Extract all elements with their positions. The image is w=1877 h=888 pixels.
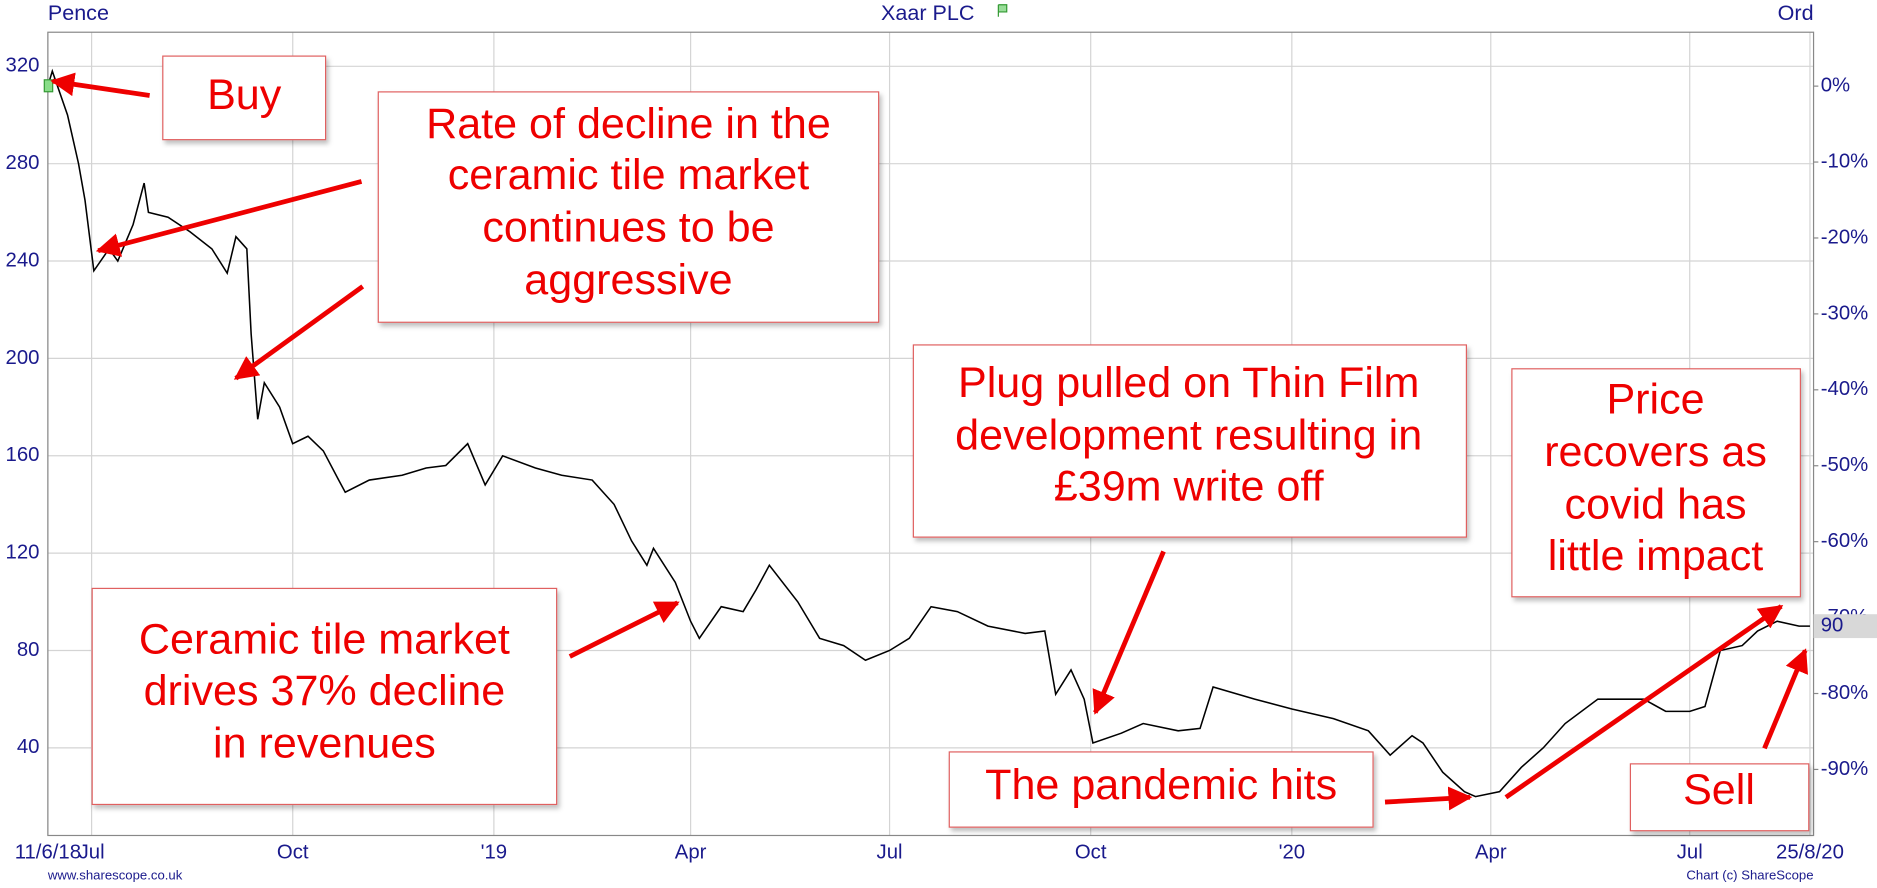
credit: Chart (c) ShareScope [1686,868,1813,883]
plot-frame [47,31,1815,837]
annotation-arrow [95,179,363,257]
chart-title: Xaar PLC [881,1,974,25]
annotation-arrow [1092,550,1166,715]
y-tick-label: 200 [6,347,40,369]
annotation-box [162,55,327,141]
x-tick-label: 11/6/18 [15,842,81,864]
annotation-text: Plug pulled on Thin Film [958,359,1419,407]
x-tick-label: 25/8/20 [1776,842,1844,864]
y2-tick-label: -10% [1821,150,1868,172]
y2-tick-label: -20% [1821,226,1868,248]
annotation-arrow [50,72,150,98]
y2-tick-label: -80% [1821,682,1868,704]
annotation-box [377,91,880,323]
y-tick-label: 160 [6,444,40,466]
source: www.sharescope.co.uk [47,868,183,883]
annotation-text: drives 37% decline [144,667,506,715]
annotation-box [1629,763,1810,832]
annotation-arrow [1762,648,1808,750]
x-tick-label: Apr [1475,842,1507,864]
y2-tick-label: -40% [1821,378,1868,400]
x-tick-label: Jul [79,842,105,864]
x-tick-label: Jul [877,842,903,864]
annotation-text: Rate of decline in the [426,100,831,148]
y2-tick-label: -30% [1821,302,1868,324]
annotation-text: recovers as [1544,428,1767,476]
annotation-box [948,751,1374,828]
annotation-text: Price [1606,376,1704,424]
annotation-text: aggressive [524,256,732,304]
annotation-text: Buy [207,71,282,119]
annotation-box [1511,368,1801,598]
y2-axis-label: Ord [1778,1,1814,25]
annotation-text: development resulting in [955,411,1422,459]
annotation-text: Sell [1683,766,1755,814]
y-tick-label: 320 [6,55,40,77]
y-tick-label: 120 [6,542,40,564]
y-tick-label: 80 [17,639,40,661]
y2-tick-label: -60% [1821,530,1868,552]
start-marker [43,79,54,93]
y-tick-label: 40 [17,736,40,758]
annotation-arrow [568,600,680,659]
y-axis-label: Pence [48,1,109,25]
x-tick-label: Apr [675,842,707,864]
annotation-text: The pandemic hits [985,761,1337,809]
y-tick-label: 240 [6,249,40,271]
annotation-text: covid has [1565,481,1747,529]
annotation-text: continues to be [482,204,774,252]
annotation-text: little impact [1548,532,1764,580]
x-tick-label: Jul [1677,842,1703,864]
annotation-text: Ceramic tile market [139,616,510,664]
y2-tick-label: 0% [1821,75,1850,97]
annotation-text: £39m write off [1054,463,1325,511]
last-price-tag [1813,614,1877,639]
y2-tick-label: -50% [1821,454,1868,476]
annotation-text: ceramic tile market [448,151,810,199]
y-tick-label: 280 [6,152,40,174]
annotation-box [912,344,1468,538]
x-tick-label: '19 [481,842,508,864]
annotation-box [91,587,558,806]
y2-tick-label: -90% [1821,758,1868,780]
annotation-text: in revenues [213,719,436,767]
annotation-arrow [1384,786,1473,811]
x-tick-label: Oct [277,842,309,864]
last-price-label: 90 [1821,615,1844,637]
annotation-arrow [1504,604,1784,800]
x-tick-label: Oct [1075,842,1107,864]
price-line [47,68,1810,798]
flag-icon [997,4,1008,17]
annotation-arrow [233,284,365,381]
x-tick-label: '20 [1279,842,1306,864]
